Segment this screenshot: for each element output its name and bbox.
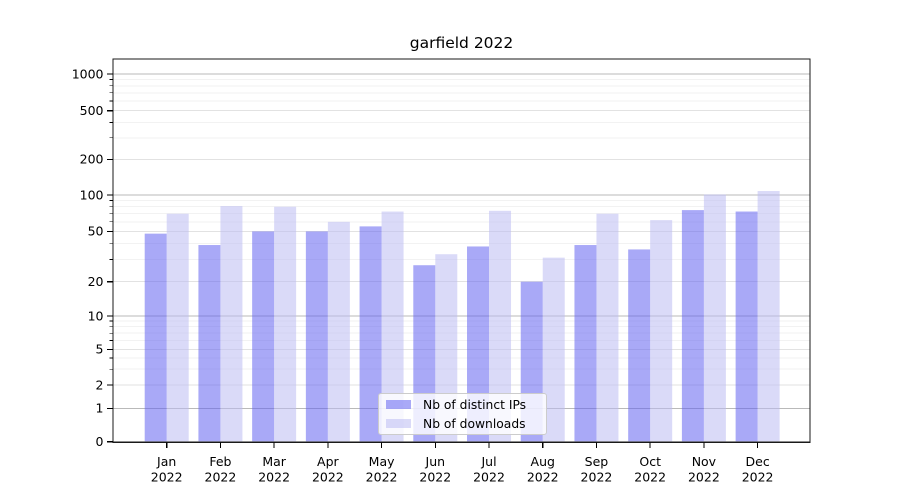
x-tick-label-year: 2022 <box>527 470 559 485</box>
x-tick-label-month: Aug <box>531 454 555 469</box>
bar-oct-distinct-ips <box>628 249 651 442</box>
x-tick-label-month: Jun <box>425 454 446 469</box>
bar-mar-distinct-ips <box>252 231 275 442</box>
y-tick-label: 2 <box>96 377 104 392</box>
x-tick-label-month: Jan <box>156 454 176 469</box>
y-tick-label: 5 <box>96 342 104 357</box>
x-tick-label-month: Nov <box>692 454 717 469</box>
bar-apr-distinct-ips <box>305 231 328 442</box>
y-tick-label: 500 <box>80 103 104 118</box>
x-tick-label-year: 2022 <box>366 470 398 485</box>
legend-label-downloads: Nb of downloads <box>423 416 526 431</box>
y-tick-label: 20 <box>88 274 104 289</box>
x-tick-label-year: 2022 <box>312 470 344 485</box>
y-tick-label: 200 <box>80 152 104 167</box>
bar-aug-downloads <box>542 257 565 442</box>
x-tick-label-year: 2022 <box>258 470 290 485</box>
x-tick-label-year: 2022 <box>581 470 613 485</box>
bar-apr-downloads <box>327 221 350 442</box>
x-tick-label-month: Mar <box>262 454 286 469</box>
bar-jul-distinct-ips <box>467 246 490 442</box>
y-tick-label: 0 <box>96 434 104 449</box>
y-tick-label: 100 <box>80 187 104 202</box>
x-tick-label-month: Dec <box>746 454 770 469</box>
axes-box <box>112 58 811 443</box>
x-tick-label-month: May <box>369 454 395 469</box>
legend-swatch-downloads <box>386 419 411 428</box>
bar-jan-downloads <box>166 213 189 442</box>
chart-title: garfield 2022 <box>409 34 514 52</box>
bar-may-downloads <box>381 211 404 442</box>
legend-item-downloads: Nb of downloads <box>386 416 546 432</box>
x-tick-label-year: 2022 <box>473 470 505 485</box>
y-tick-label: 10 <box>88 308 104 323</box>
bar-nov-distinct-ips <box>681 210 704 442</box>
x-tick-label-month: Jul <box>480 454 496 469</box>
bar-dec-distinct-ips <box>735 211 758 442</box>
bar-nov-downloads <box>703 194 726 442</box>
x-tick-label-month: Feb <box>209 454 231 469</box>
bar-dec-downloads <box>757 191 780 442</box>
legend: Nb of distinct IPs Nb of downloads <box>378 393 547 435</box>
x-tick-label-year: 2022 <box>742 470 774 485</box>
bar-feb-distinct-ips <box>198 245 221 442</box>
x-tick-label-year: 2022 <box>151 470 183 485</box>
bar-may-distinct-ips <box>359 226 382 442</box>
bar-feb-downloads <box>220 206 243 442</box>
x-tick-label-year: 2022 <box>205 470 237 485</box>
legend-item-distinct-ips: Nb of distinct IPs <box>386 397 546 413</box>
bar-mar-downloads <box>274 206 297 442</box>
bar-jul-downloads <box>489 210 512 442</box>
bar-sep-distinct-ips <box>574 245 597 442</box>
bar-oct-downloads <box>650 220 673 442</box>
x-tick-label-month: Oct <box>639 454 661 469</box>
legend-swatch-distinct-ips <box>386 400 411 409</box>
x-tick-label-month: Apr <box>317 454 339 469</box>
x-tick-label-year: 2022 <box>688 470 720 485</box>
legend-label-distinct-ips: Nb of distinct IPs <box>423 397 527 412</box>
bar-jan-distinct-ips <box>144 233 167 442</box>
x-tick-label-year: 2022 <box>634 470 666 485</box>
y-tick-label: 1 <box>96 401 104 416</box>
bar-sep-downloads <box>596 213 619 442</box>
y-tick-label: 50 <box>88 224 104 239</box>
y-tick-label: 1000 <box>72 66 104 81</box>
x-tick-label-month: Sep <box>585 454 609 469</box>
x-tick-label-year: 2022 <box>419 470 451 485</box>
